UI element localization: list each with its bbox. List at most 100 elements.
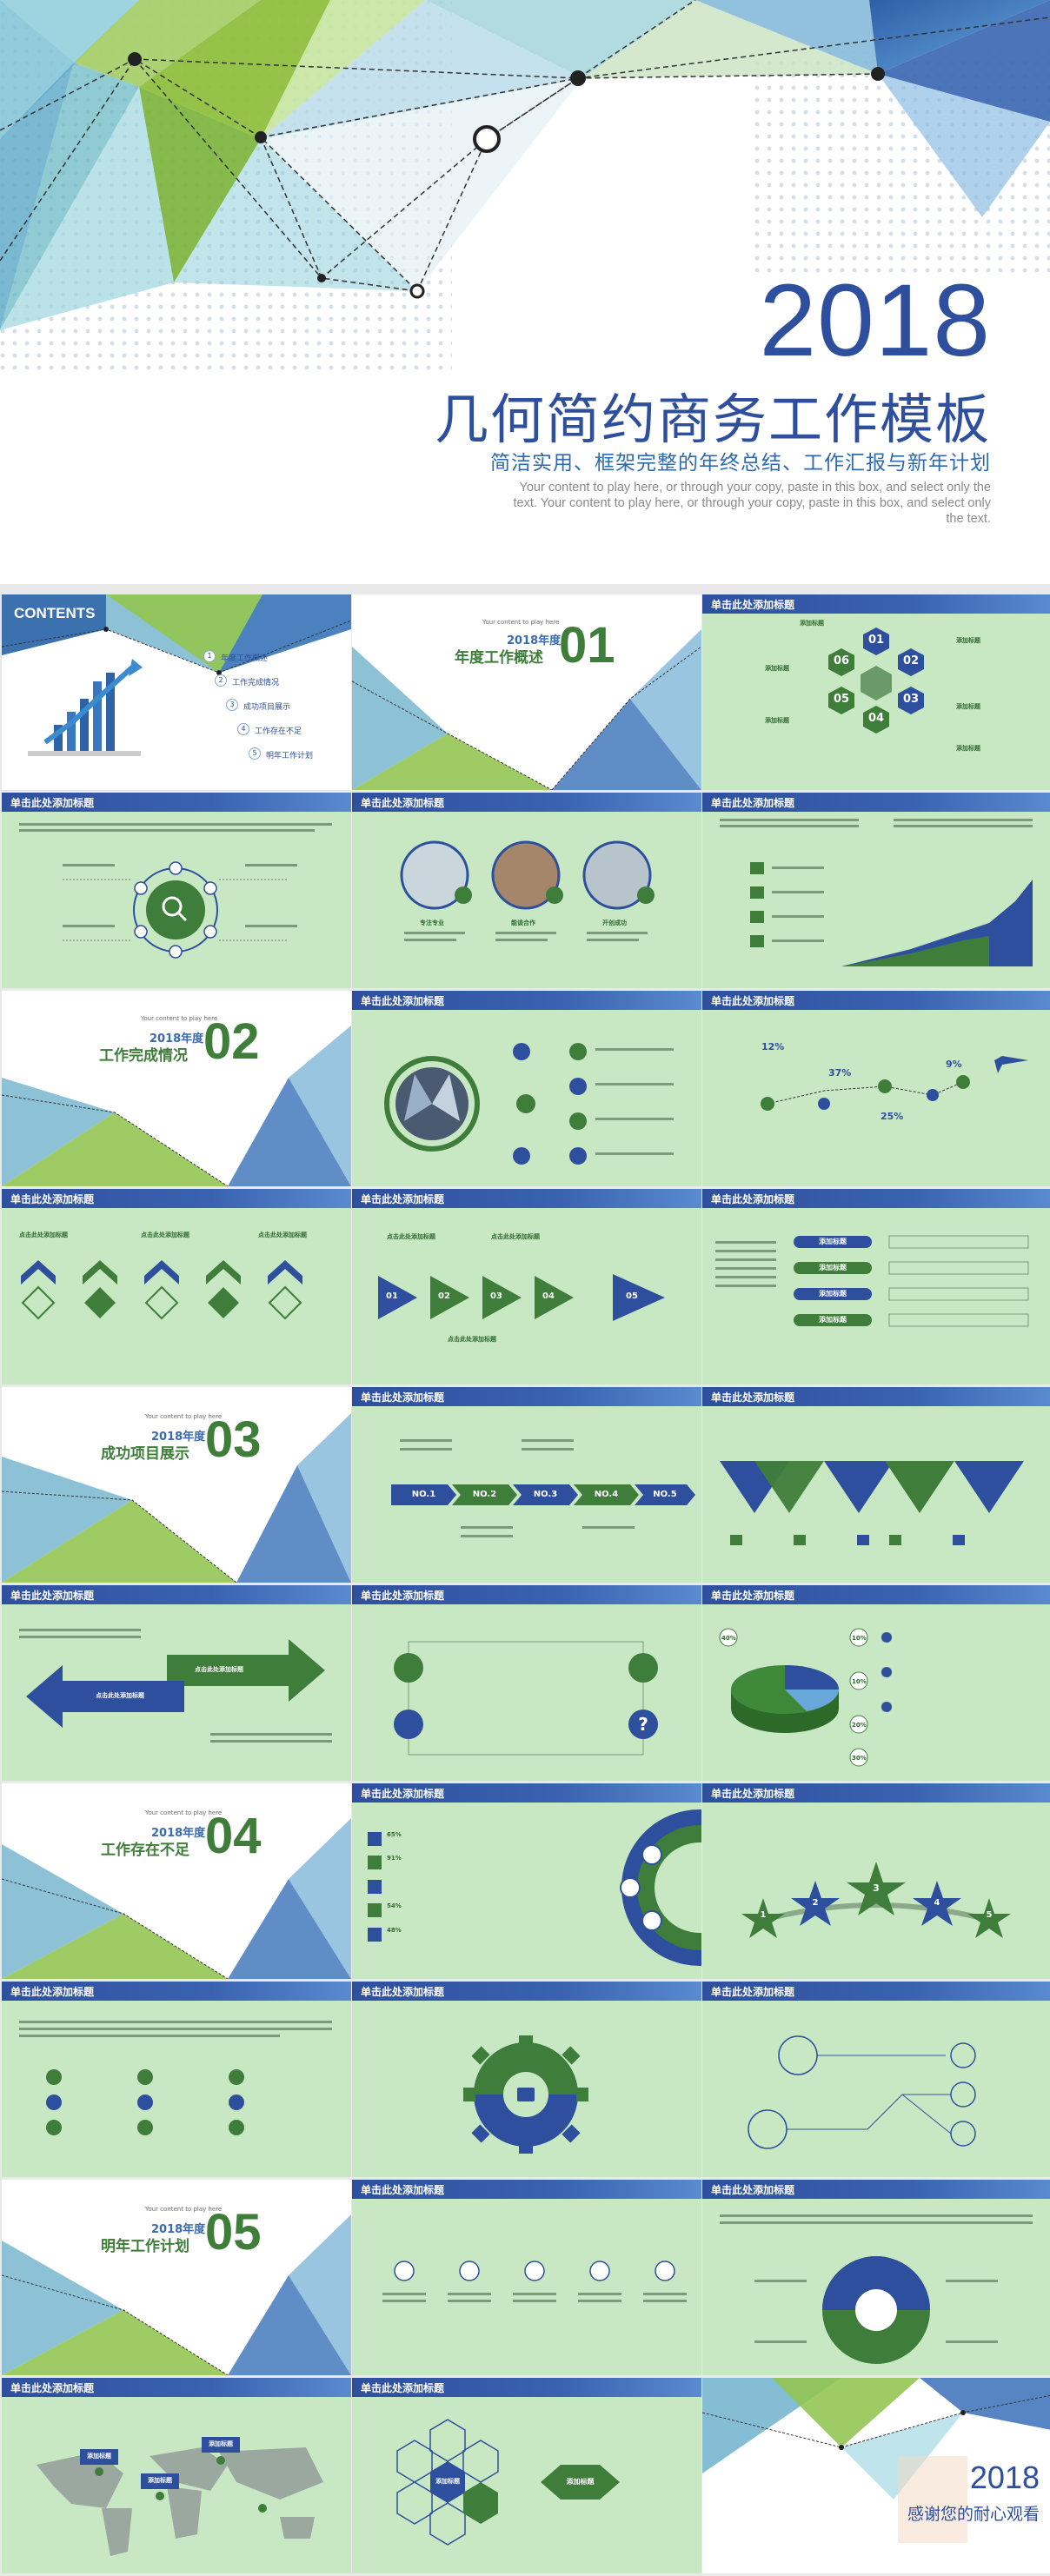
slide-zigzag[interactable]: 单击此处添加标题 xyxy=(702,1387,1050,1583)
bold-label: 点击此处添加标题 xyxy=(387,1233,435,1240)
slide-percent-timeline[interactable]: 单击此处添加标题 12% 37% 9% 25% xyxy=(702,991,1050,1186)
slide-header-bar: 单击此处添加标题 xyxy=(702,991,1050,1010)
3d-pie-chart xyxy=(719,1628,892,1767)
slide-pie-chart[interactable]: 单击此处添加标题 40% 10% 10% 20% 30% xyxy=(702,1585,1050,1781)
flow-step-label: NO.2 xyxy=(472,1490,497,1499)
slide-section-04[interactable]: Your content to play here 2018年度 工作存在不足 … xyxy=(2,1783,351,1979)
geometric-polygon-art xyxy=(0,0,1050,374)
slide-five-dots[interactable]: 单击此处添加标题 xyxy=(352,2180,701,2375)
slide-header-title: 单击此处添加标题 xyxy=(10,797,95,809)
contents-item[interactable]: 工作存在不足 xyxy=(255,727,302,736)
slide-stars[interactable]: 单击此处添加标题 1 2 3 4 5 xyxy=(702,1783,1050,1979)
section-title: 明年工作计划 xyxy=(101,2238,189,2255)
slide-icon-row[interactable]: 单击此处添加标题 点击此处添加标题 点击此处添加标题 点击此处添加标题 xyxy=(2,1189,351,1384)
cover-year: 2018 xyxy=(759,263,991,378)
section-title: 工作存在不足 xyxy=(101,1842,189,1859)
section-title: 工作完成情况 xyxy=(99,1047,188,1065)
slide-double-arrow[interactable]: 单击此处添加标题 点击此处添加标题 点击此处添加标题 xyxy=(2,1585,351,1781)
slide-four-icons[interactable]: 单击此处添加标题 ? xyxy=(352,1585,701,1781)
slide-icon-network[interactable]: 单击此处添加标题 xyxy=(702,1982,1050,2177)
list-button-label[interactable]: 添加标题 xyxy=(819,1316,847,1324)
slide-header-title: 单击此处添加标题 xyxy=(711,599,795,611)
cover-title: 几何简约商务工作模板 xyxy=(434,388,991,451)
slide-gear[interactable]: 单击此处添加标题 xyxy=(352,1982,701,2177)
slide-building-circle[interactable]: 单击此处添加标题 xyxy=(352,991,701,1186)
polygon-art xyxy=(2,2214,351,2375)
flow-step-label: NO.4 xyxy=(594,1490,619,1499)
slide-progress-ring[interactable]: 单击此处添加标题 65% 91% 54% 48% xyxy=(352,1783,701,1979)
slide-triangle-arrows[interactable]: 单击此处添加标题 01 02 03 04 05 点击此处添加标题 点击此处添加标… xyxy=(352,1189,701,1384)
slide-thank-you[interactable]: 2018 感谢您的耐心观看 xyxy=(702,2378,1050,2573)
slide-section-05[interactable]: Your content to play here 2018年度 明年工作计划 … xyxy=(2,2180,351,2375)
contents-item[interactable]: 明年工作计划 xyxy=(266,752,314,760)
list-button-label[interactable]: 添加标题 xyxy=(819,1264,847,1271)
map-label: 添加标题 xyxy=(209,2440,233,2447)
section-number: 02 xyxy=(203,1013,260,1070)
ring-segments xyxy=(720,2214,1033,2364)
slide-header-bar: 单击此处添加标题 xyxy=(702,1585,1050,1604)
slide-header-title: 单击此处添加标题 xyxy=(361,2382,445,2394)
hexagon-label: 添加标题 xyxy=(800,620,824,627)
slide-thumbnail-grid: CONTENTS 1 年度工作概述 2 工作完成情况 3 成功项目展示 4 工作… xyxy=(0,584,1050,2576)
polygon-art xyxy=(2,1413,351,1583)
contents-item[interactable]: 成功项目展示 xyxy=(243,703,291,712)
section-tiny-text: Your content to play here xyxy=(482,619,560,626)
slide-header-title: 单击此处添加标题 xyxy=(361,1193,445,1205)
slide-icon-grid[interactable]: 单击此处添加标题 xyxy=(2,1982,351,2177)
contents-num: 2 xyxy=(215,674,227,687)
list-button-label[interactable]: 添加标题 xyxy=(819,1238,847,1245)
slide-button-list[interactable]: 单击此处添加标题 添加标题 添加标题 添加标题 添加标题 xyxy=(702,1189,1050,1384)
section-year: 2018年度 xyxy=(150,1032,204,1046)
slide-header-title: 单击此处添加标题 xyxy=(361,1590,445,1602)
contents-item[interactable]: 年度工作概述 xyxy=(221,654,269,663)
map-label: 添加标题 xyxy=(87,2453,111,2460)
slide-header-bar: 单击此处添加标题 xyxy=(2,793,351,812)
slide-team-photos[interactable]: 单击此处添加标题 专注专业 能谈合作 开创成功 xyxy=(352,793,701,988)
contents-item[interactable]: 工作完成情况 xyxy=(232,679,280,687)
cover-subtitle: 简洁实用、框架完整的年终总结、工作汇报与新年计划 xyxy=(490,452,991,475)
section-title: 年度工作概述 xyxy=(455,649,543,667)
zigzag-triangles xyxy=(720,1461,1024,1545)
list-button-label[interactable]: 添加标题 xyxy=(819,1290,847,1298)
slide-header-bar: 单击此处添加标题 xyxy=(352,1387,701,1406)
slide-section-01[interactable]: Your content to play here 2018年度 年度工作概述 … xyxy=(352,594,701,790)
svg-text:?: ? xyxy=(638,1714,648,1735)
slide-ring-segments[interactable]: 单击此处添加标题 xyxy=(702,2180,1050,2375)
slide-header-bar: 单击此处添加标题 xyxy=(702,1783,1050,1803)
arrow-number: 04 xyxy=(542,1291,555,1301)
section-year: 2018年度 xyxy=(507,634,562,647)
slide-section-02[interactable]: Your content to play here 2018年度 工作完成情况 … xyxy=(2,991,351,1186)
slide-hexagon-numbers[interactable]: 单击此处添加标题 01 02 03 04 05 06 添加标题 添加标题 添加标… xyxy=(702,594,1050,790)
thanks-text: 感谢您的耐心观看 xyxy=(907,2505,1040,2524)
polygon-art xyxy=(2,594,351,756)
slide-header-bar: 单击此处添加标题 xyxy=(702,793,1050,812)
slide-flow-steps[interactable]: 单击此处添加标题 NO.1 NO.2 NO.3 NO.4 NO.5 xyxy=(352,1387,701,1583)
hub-diagram xyxy=(19,823,332,959)
pie-percent: 10% xyxy=(852,1635,867,1642)
polygon-art xyxy=(352,629,701,790)
slide-section-03[interactable]: Your content to play here 2018年度 成功项目展示 … xyxy=(2,1387,351,1583)
progress-percent: 91% xyxy=(387,1855,402,1862)
slide-world-map[interactable]: 单击此处添加标题 添加标题 添加标题 添加标题 xyxy=(2,2378,351,2573)
bold-label: 点击此处添加标题 xyxy=(491,1233,540,1240)
slide-header-bar: 单击此处添加标题 xyxy=(2,1585,351,1604)
percent-value: 25% xyxy=(881,1111,904,1122)
slide-circle-hub[interactable]: 单击此处添加标题 xyxy=(2,793,351,988)
star-number: 5 xyxy=(986,1910,993,1920)
cover-slide: 2018 几何简约商务工作模板 简洁实用、框架完整的年终总结、工作汇报与新年计划… xyxy=(0,0,1050,584)
slide-header-title: 单击此处添加标题 xyxy=(361,995,445,1007)
slide-contents[interactable]: CONTENTS 1 年度工作概述 2 工作完成情况 3 成功项目展示 4 工作… xyxy=(2,594,351,790)
slide-hex-cluster[interactable]: 单击此处添加标题 添加标题 添加标题 xyxy=(352,2378,701,2573)
slide-header-bar: 单击此处添加标题 xyxy=(352,1189,701,1208)
slide-growth-chart[interactable]: 单击此处添加标题 xyxy=(702,793,1050,988)
section-year: 2018年度 xyxy=(151,2223,206,2236)
slide-header-bar: 单击此处添加标题 xyxy=(352,1585,701,1604)
slide-header-title: 单击此处添加标题 xyxy=(10,1590,95,1602)
slide-header-title: 单击此处添加标题 xyxy=(361,1391,445,1404)
section-number: 01 xyxy=(559,617,615,674)
progress-percent: 65% xyxy=(387,1831,402,1838)
section-tiny-text: Your content to play here xyxy=(145,2206,223,2213)
hexagon-diagram xyxy=(828,627,924,734)
slide-header-bar: 单击此处添加标题 xyxy=(352,2180,701,2199)
team-label: 能谈合作 xyxy=(511,920,535,926)
